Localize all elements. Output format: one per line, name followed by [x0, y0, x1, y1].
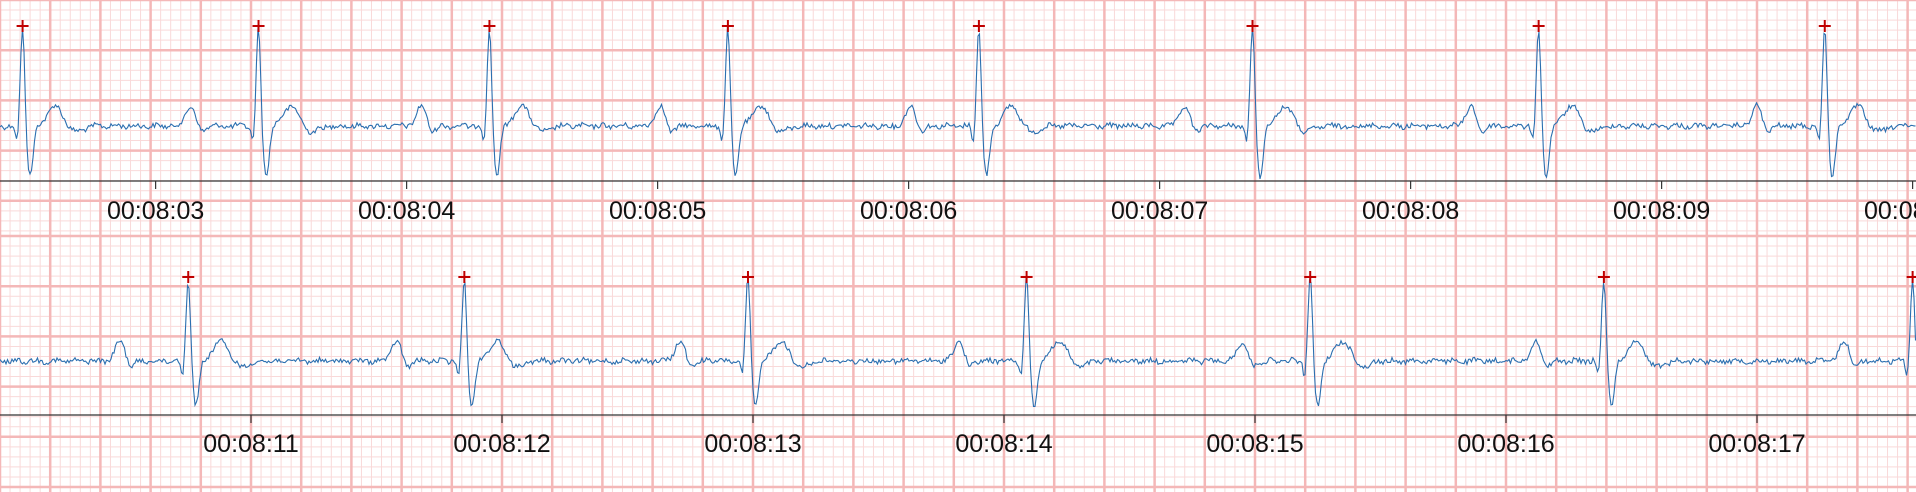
- tick-label: 00:08:03: [107, 197, 204, 225]
- r-peak-marker: [252, 20, 265, 32]
- tick-label: 00:08:12: [453, 430, 550, 458]
- r-peak-marker: [1818, 20, 1831, 32]
- tick-label: 00:08:08: [1362, 197, 1459, 225]
- ecg-strip-1: 00:08:03 00:08:04 00:08:05 00:08:06 00:08:07…: [0, 0, 1916, 236]
- r-peak-marker: [1906, 271, 1916, 283]
- r-peak-marker: [741, 271, 754, 283]
- tick-label: 00:08:10: [1864, 197, 1916, 225]
- tick-label: 00:08:17: [1708, 430, 1805, 458]
- tick-label: 00:08:11: [203, 430, 298, 458]
- tick-label: 00:08:13: [704, 430, 801, 458]
- r-peak-marker: [1532, 20, 1545, 32]
- tick-label: 00:08:09: [1613, 197, 1710, 225]
- r-peak-marker: [182, 271, 195, 283]
- r-peak-marker: [1020, 271, 1033, 283]
- ecg-trace: [0, 25, 1916, 180]
- grid: [0, 234, 1916, 492]
- tick-label: 00:08:14: [955, 430, 1052, 458]
- ecg-trace: [0, 277, 1916, 408]
- r-peak-marker: [1246, 20, 1259, 32]
- r-peak-marker: [16, 20, 29, 32]
- r-peak-marker: [1597, 271, 1610, 283]
- tick-label: 00:08:04: [358, 197, 455, 225]
- r-peak-marker: [483, 20, 496, 32]
- tick-label: 00:08:06: [860, 197, 957, 225]
- r-peak-marker: [721, 20, 734, 32]
- tick-label: 00:08:16: [1457, 430, 1554, 458]
- r-peak-marker: [1304, 271, 1317, 283]
- r-peak-marker: [972, 20, 985, 32]
- r-peak-marker: [458, 271, 471, 283]
- grid: [0, 0, 1916, 236]
- tick-label: 00:08:07: [1111, 197, 1208, 225]
- tick-label: 00:08:05: [609, 197, 706, 225]
- ecg-strip-2: 00:08:11 00:08:12 00:08:13 00:08:14 00:08:15…: [0, 234, 1916, 492]
- tick-label: 00:08:15: [1206, 430, 1303, 458]
